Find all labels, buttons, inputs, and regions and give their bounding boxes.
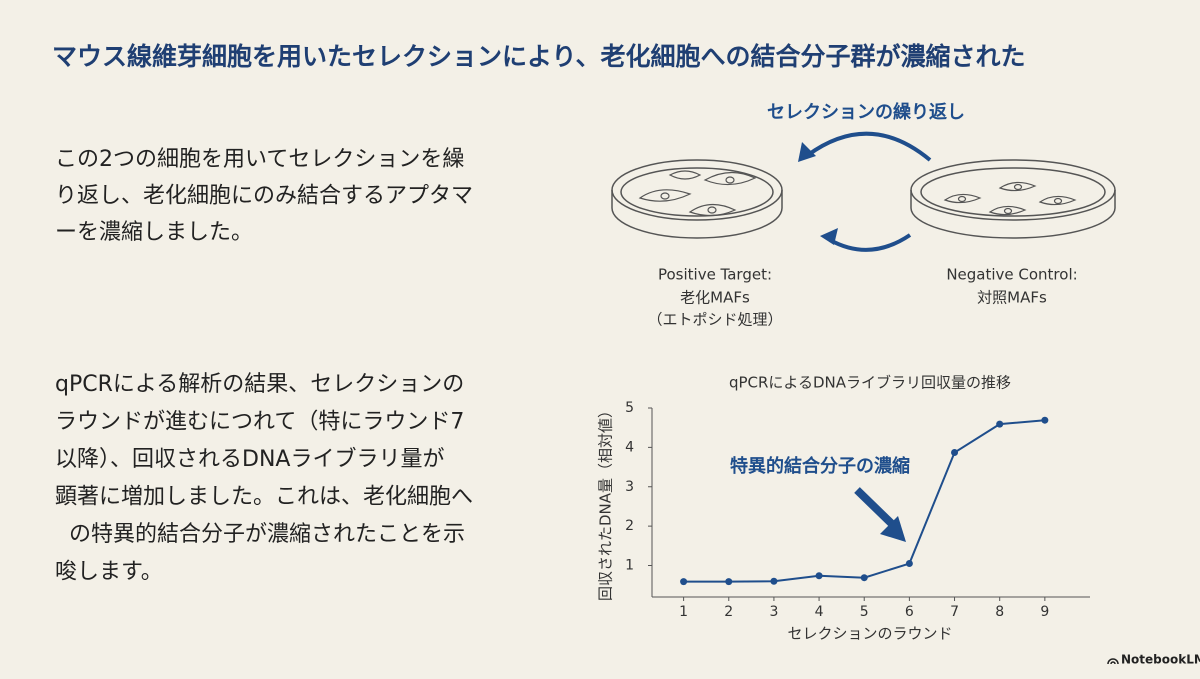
chart-title: qPCRによるDNAライブラリ回収量の推移 <box>729 374 1011 392</box>
cycle-arrows <box>806 131 932 252</box>
paragraph-line: ーを濃縮しました。 <box>55 220 253 245</box>
positive-label: Positive Target: <box>658 266 772 284</box>
paragraph-line: 顕著に増加しました。これは、老化細胞へ <box>55 485 473 510</box>
paragraph-line: の特異的結合分子が濃縮されたことを示 <box>69 522 465 547</box>
positive-label: 老化MAFs <box>680 289 750 307</box>
paragraph-line: qPCRによる解析の結果、セレクションの <box>55 372 464 397</box>
paragraph-line: り返し、老化細胞にのみ結合するアプタマ <box>55 184 473 209</box>
negative-label: Negative Control: <box>946 266 1077 284</box>
petri-dishes <box>611 159 1116 239</box>
y-tick-label: 4 <box>625 439 634 455</box>
data-point <box>680 578 688 586</box>
arrowhead <box>820 228 838 245</box>
y-tick-label: 5 <box>625 400 634 416</box>
footer: NotebookLM <box>1107 653 1200 667</box>
paragraph-line: この2つの細胞を用いてセレクションを繰 <box>55 147 464 172</box>
y-tick-label: 2 <box>625 518 634 534</box>
paragraph-line: ラウンドが進むにつれて（特にラウンド7 <box>55 410 464 435</box>
negative-label: 対照MAFs <box>977 289 1047 307</box>
diagram: セレクションの繰り返し Positive Tar <box>611 101 1116 329</box>
paragraph-line: 以降）、回収されるDNAライブラリ量が <box>55 447 444 472</box>
x-tick-label: 8 <box>995 604 1004 620</box>
slide-title: マウス線維芽細胞を用いたセレクションにより、老化細胞への結合分子群が濃縮された <box>52 42 1026 71</box>
data-point <box>905 560 913 568</box>
annotation-arrow <box>854 487 896 528</box>
annotation: 特異的結合分子の濃縮 <box>730 455 910 477</box>
arrowhead <box>798 142 816 162</box>
x-tick-label: 3 <box>769 604 778 620</box>
body-text: この2つの細胞を用いてセレクションを繰り返し、老化細胞にのみ結合するアプタマーを… <box>55 147 473 585</box>
data-point <box>1041 416 1049 424</box>
x-tick-label: 1 <box>679 604 688 620</box>
positive-label: （エトポシド処理） <box>647 311 782 329</box>
x-axis-label: セレクションのラウンド <box>787 625 952 643</box>
brand: NotebookLM <box>1121 653 1200 667</box>
annotation-arrowhead <box>880 516 906 542</box>
y-axis-label: 回収されたDNA量（相対値） <box>597 403 615 601</box>
y-tick-label: 1 <box>625 558 634 574</box>
x-tick-label: 6 <box>905 604 914 620</box>
x-tick-label: 7 <box>950 604 959 620</box>
x-tick-label: 2 <box>724 604 733 620</box>
data-point <box>996 420 1004 428</box>
cycle-label: セレクションの繰り返し <box>767 101 965 123</box>
x-tick-label: 5 <box>860 604 869 620</box>
data-point <box>815 572 823 580</box>
x-tick-label: 9 <box>1040 604 1049 620</box>
data-point <box>951 448 959 456</box>
data-point <box>860 574 868 582</box>
chart: qPCRによるDNAライブラリ回収量の推移 セレクションのラウンド 回収されたD… <box>597 374 1090 643</box>
data-point <box>725 578 733 586</box>
x-tick-label: 4 <box>815 604 824 620</box>
data-point <box>770 577 778 585</box>
y-tick-label: 3 <box>625 479 634 495</box>
paragraph-line: 唆します。 <box>55 560 163 585</box>
